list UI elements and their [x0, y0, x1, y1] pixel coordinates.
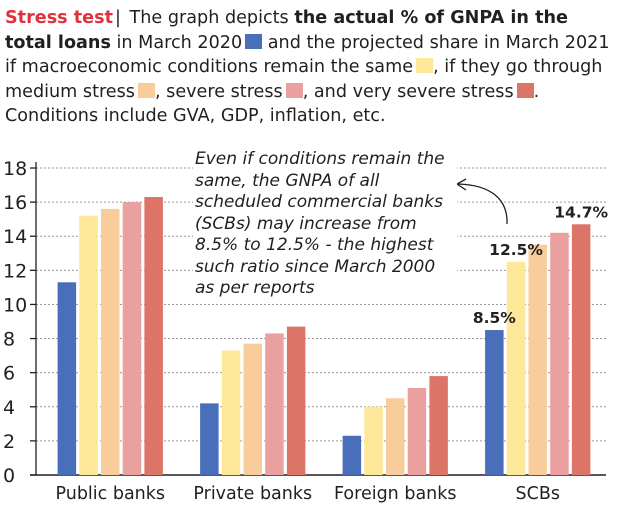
- y-tick-label: 4: [3, 397, 15, 419]
- y-tick-label: 8: [3, 329, 15, 351]
- bar-march2020: [485, 330, 504, 475]
- bar-severe: [407, 388, 427, 475]
- x-category-label: SCBs: [516, 484, 560, 504]
- chart-annotation: Even if conditions remain the same, the …: [193, 149, 457, 300]
- caption-text-4: , if they go through medium stress: [5, 57, 603, 102]
- bar-severe: [550, 232, 569, 475]
- legend-swatch-severe: [285, 82, 303, 98]
- bar-march2020: [57, 282, 77, 475]
- bar-very_severe: [144, 196, 163, 475]
- y-tick-label: 12: [3, 260, 27, 282]
- annotation-arrowhead: [455, 178, 467, 191]
- bar-severe: [265, 333, 284, 475]
- bar-medium: [243, 343, 262, 475]
- legend-swatch-same: [416, 58, 434, 74]
- y-tick-label: 0: [3, 465, 15, 487]
- y-tick-label: 2: [3, 431, 15, 453]
- bar-same: [221, 350, 241, 475]
- caption-text-7: . Conditions include GVA, GDP, inflation…: [5, 81, 540, 127]
- caption-separator: |: [115, 8, 121, 28]
- data-label: 12.5%: [489, 241, 543, 259]
- bar-same: [364, 406, 383, 475]
- caption-tag: Stress test: [5, 8, 113, 28]
- y-tick-label: 16: [3, 192, 27, 214]
- bar-same: [506, 261, 526, 475]
- caption-text-5: , severe stress: [154, 81, 283, 102]
- caption-bold-text: the actual % of GNPA in the total loans: [5, 8, 568, 53]
- bar-march2020: [200, 403, 219, 475]
- bar-very_severe: [286, 326, 306, 475]
- y-tick-label: 14: [3, 226, 27, 248]
- legend-swatch-march2020: [245, 33, 263, 49]
- y-tick-label: 10: [3, 294, 27, 316]
- caption-text-2: in March 2020: [110, 32, 243, 53]
- legend-swatch-very-severe: [516, 82, 534, 98]
- bar-medium: [386, 398, 405, 475]
- bar-severe: [122, 202, 142, 475]
- bar-very_severe: [429, 376, 448, 475]
- caption-text-3: and the projected share in March 2021 if…: [5, 32, 610, 78]
- annotation-arrow: [457, 183, 508, 225]
- bar-very_severe: [571, 224, 591, 475]
- data-label: 8.5%: [473, 309, 516, 327]
- y-tick-label: 6: [3, 363, 15, 385]
- chart-caption: Stress test | The graph depicts the actua…: [5, 6, 617, 129]
- bar-same: [79, 215, 98, 475]
- data-label: 14.7%: [554, 203, 608, 221]
- bar-march2020: [342, 435, 362, 475]
- x-category-label: Public banks: [55, 484, 165, 504]
- y-tick-label: 18: [3, 158, 27, 180]
- caption-text-6: , and very severe stress: [302, 81, 514, 102]
- legend-swatch-medium: [137, 82, 155, 98]
- caption-text-1: The graph depicts: [123, 8, 295, 28]
- bar-medium: [101, 208, 120, 475]
- bar-medium: [528, 244, 547, 475]
- x-category-label: Foreign banks: [334, 484, 457, 504]
- x-category-label: Private banks: [193, 484, 312, 504]
